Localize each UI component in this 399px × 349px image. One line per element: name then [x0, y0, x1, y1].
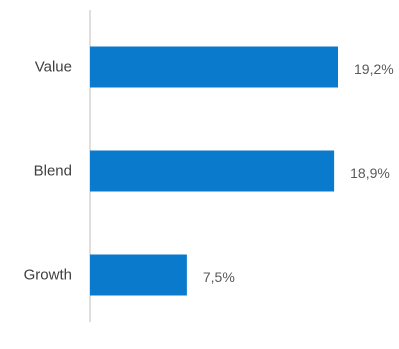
bars-group: [90, 46, 338, 296]
bar-value: [90, 46, 338, 88]
value-labels-group: 19,2% 18,9% 7,5%: [203, 61, 394, 285]
category-labels-group: Value Blend Growth: [24, 59, 72, 284]
category-label-growth: Growth: [24, 267, 72, 284]
value-label-growth: 7,5%: [203, 269, 235, 285]
category-label-value: Value: [35, 59, 72, 76]
bar-blend: [90, 150, 335, 192]
value-label-blend: 18,9%: [350, 165, 390, 181]
value-label-value: 19,2%: [354, 61, 394, 77]
category-label-blend: Blend: [34, 163, 72, 180]
bar-growth: [90, 254, 187, 296]
